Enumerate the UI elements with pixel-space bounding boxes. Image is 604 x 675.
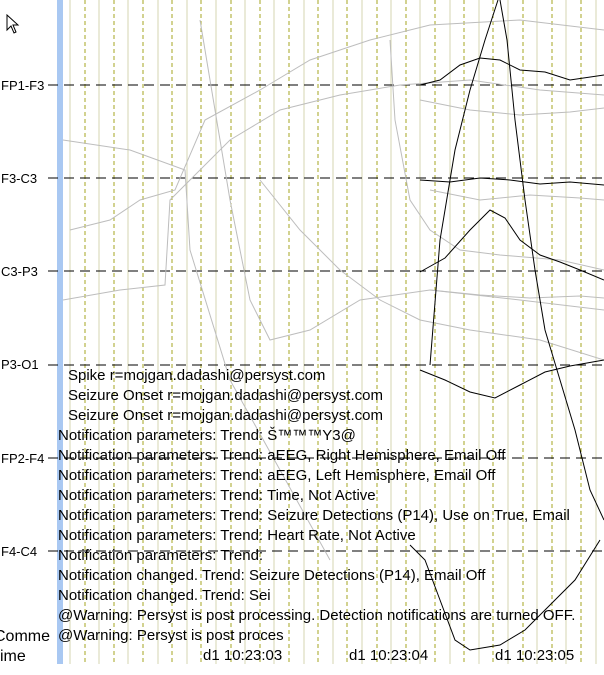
log-entry: Seizure Onset r=mojgan.dadashi@persyst.c… bbox=[68, 387, 383, 404]
time-row-label: ime bbox=[0, 648, 26, 665]
log-entry: Spike r=mojgan.dadashi@persyst.com bbox=[68, 367, 326, 384]
log-entry: Notification parameters: Trend: Š™™™Y3@ bbox=[58, 427, 356, 444]
time-axis-label: d1 10:23:05 bbox=[495, 647, 575, 664]
log-entry: @Warning: Persyst is post processing. De… bbox=[58, 607, 576, 624]
channel-label-f4-c4[interactable]: F4-C4 bbox=[1, 544, 38, 559]
vertical-grid bbox=[69, 0, 597, 664]
baseline-dashes bbox=[48, 84, 604, 552]
channel-label-fp2-f4[interactable]: FP2-F4 bbox=[1, 451, 45, 466]
log-entry: Notification changed. Trend: Sei bbox=[58, 587, 271, 604]
log-entry: Notification changed. Trend: Seizure Det… bbox=[58, 567, 486, 584]
light-traces bbox=[62, 19, 604, 561]
log-entry: Notification parameters: Trend: Seizure … bbox=[58, 507, 570, 524]
mouse-pointer-icon bbox=[6, 14, 20, 34]
comment-row-label: Comme bbox=[0, 628, 51, 645]
channel-label-p3-o1[interactable]: P3-O1 bbox=[1, 357, 39, 372]
log-entry: Notification parameters: Trend: aEEG, Ri… bbox=[58, 447, 506, 464]
log-entry: @Warning: Persyst is post proces bbox=[58, 627, 284, 644]
time-axis-label: d1 10:23:03 bbox=[203, 647, 283, 664]
log-entry: Seizure Onset r=mojgan.dadashi@persyst.c… bbox=[68, 407, 383, 424]
log-entry: Notification parameters: Trend: Heart Ra… bbox=[58, 527, 416, 544]
log-entry: Notification parameters: Trend: aEEG, Le… bbox=[58, 467, 496, 484]
log-entry: Notification parameters: Trend: Time, No… bbox=[58, 487, 376, 504]
left-selection-bar bbox=[57, 0, 63, 664]
channel-label-fp1-f3[interactable]: FP1-F3 bbox=[1, 78, 45, 93]
dark-traces bbox=[409, 0, 604, 651]
log-entry: Notification parameters: Trend: bbox=[58, 547, 264, 564]
channel-label-c3-p3[interactable]: C3-P3 bbox=[1, 264, 38, 279]
time-axis-label: d1 10:23:04 bbox=[349, 647, 429, 664]
channel-label-f3-c3[interactable]: F3-C3 bbox=[1, 171, 38, 186]
